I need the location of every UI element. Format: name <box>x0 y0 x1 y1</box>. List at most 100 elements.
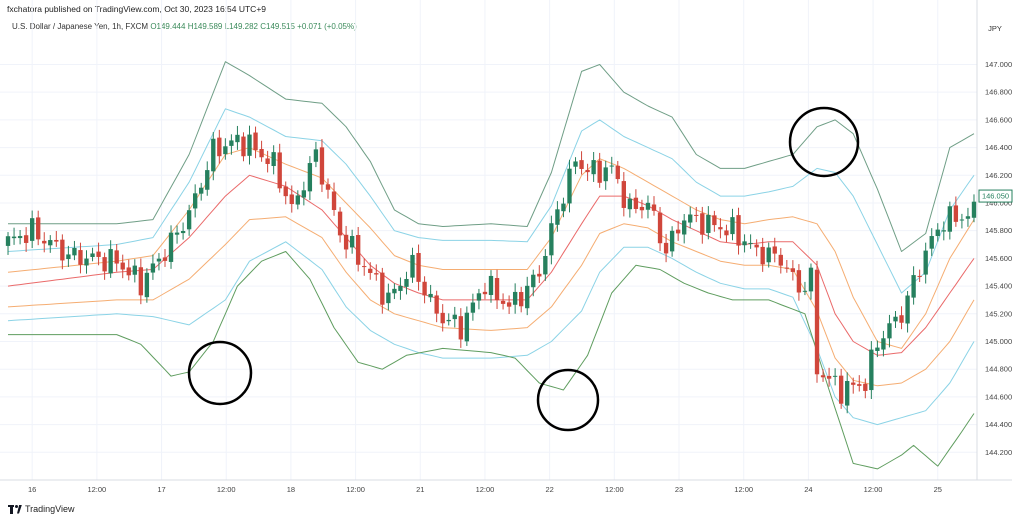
time-tick-label: 12:00 <box>734 485 753 494</box>
time-tick-label: 12:00 <box>346 485 365 494</box>
candle-body <box>603 167 608 182</box>
candle-body <box>657 212 663 244</box>
candle-body <box>766 247 771 263</box>
candle-body <box>947 206 953 232</box>
symbol-name[interactable]: U.S. Dollar / Japanese Yen, 1h, FXCM <box>12 22 149 31</box>
candle-body <box>313 149 319 162</box>
candle-body <box>959 219 965 221</box>
time-tick-label: 12:00 <box>605 485 624 494</box>
candle-body <box>597 160 602 183</box>
candle-body <box>506 302 512 307</box>
candle-body <box>820 375 826 378</box>
candle-body <box>893 316 898 322</box>
time-tick-label: 16 <box>28 485 36 494</box>
time-tick-label: 17 <box>157 485 165 494</box>
candle-body <box>851 382 856 385</box>
candle-body <box>5 236 11 246</box>
price-axis[interactable]: JPY 147.000 146.800 146.600 146.400 146.200 14… <box>976 0 1013 480</box>
price-tick-label: 145.800 <box>985 226 1012 235</box>
candle-body <box>458 316 463 340</box>
candle-body <box>36 217 41 240</box>
candle-body <box>144 272 150 298</box>
candle-body <box>319 147 325 185</box>
candle-body <box>186 210 192 230</box>
price-tick-label: 147.000 <box>985 60 1012 69</box>
time-tick-label: 22 <box>545 485 553 494</box>
candle-body <box>591 160 596 175</box>
ohlc-open: O149.444 <box>150 22 186 31</box>
candle-body <box>259 148 264 158</box>
candle-body <box>567 168 572 204</box>
candle-body <box>941 230 946 232</box>
time-tick-label: 12:00 <box>864 485 883 494</box>
time-tick-label: 21 <box>416 485 424 494</box>
candle-body <box>609 165 614 167</box>
candle-body <box>60 239 65 261</box>
candle-body <box>971 201 977 218</box>
candle-body <box>808 267 814 292</box>
price-tick-label: 146.400 <box>985 143 1012 152</box>
candle-body <box>108 249 113 274</box>
candle-body <box>470 302 476 313</box>
candle-body <box>307 163 313 192</box>
candle-body <box>724 230 729 236</box>
candle-body <box>235 134 240 143</box>
candle-body <box>349 235 355 248</box>
candle-body <box>452 314 457 320</box>
band-upper-3 <box>8 61 975 252</box>
candle-body <box>929 236 934 249</box>
candle-body <box>923 250 928 275</box>
candle-body <box>271 152 276 167</box>
publisher-line: fxchatora published on TradingView.com, … <box>7 4 267 14</box>
candle-body <box>742 241 747 246</box>
candle-body <box>790 268 796 272</box>
candle-body <box>736 215 741 246</box>
candle-body <box>857 384 862 386</box>
candle-body <box>174 232 180 235</box>
candle-body <box>748 242 753 244</box>
candle-body <box>29 218 35 241</box>
candle-body <box>410 254 415 278</box>
ohlc-low: L149.282 <box>224 22 258 31</box>
price-tick-label: 145.600 <box>985 254 1012 263</box>
annotation-circle <box>536 368 600 432</box>
candle-body <box>519 292 524 307</box>
tradingview-logo-icon <box>8 504 22 514</box>
ohlc-close: C149.515 <box>260 22 295 31</box>
candle-body <box>356 235 361 265</box>
price-tick-label: 144.600 <box>985 392 1012 401</box>
price-tick-label: 146.200 <box>985 171 1012 180</box>
candle-body <box>543 255 548 275</box>
candle-body <box>525 285 530 309</box>
time-tick-label: 18 <box>287 485 295 494</box>
candle-body <box>362 266 367 268</box>
candle-body <box>712 215 717 226</box>
candle-body <box>778 254 783 266</box>
candle-body <box>434 295 439 314</box>
tradingview-brand[interactable]: TradingView <box>8 504 75 514</box>
candle-body <box>627 198 633 210</box>
candle-body <box>875 347 880 351</box>
candle-body <box>180 231 186 234</box>
candle-body <box>156 258 162 262</box>
candle-body <box>331 191 337 210</box>
candle-body <box>17 236 23 239</box>
price-tick-label: 145.000 <box>985 337 1012 346</box>
candle-body <box>386 292 391 304</box>
candle-body <box>700 213 705 235</box>
candle-body <box>682 220 687 235</box>
annotation-circle <box>187 340 253 406</box>
candle-body <box>150 263 156 273</box>
time-axis[interactable]: 16 12:00 17 12:00 18 12:00 21 12:00 22 12:00 23 12:… <box>0 479 1012 494</box>
candle-body <box>380 272 385 305</box>
candle-body <box>241 136 246 157</box>
candle-body <box>772 246 777 254</box>
candle-body <box>42 240 47 244</box>
candle-body <box>283 186 288 197</box>
candle-body <box>537 273 542 277</box>
candle-body <box>621 181 626 208</box>
candle-body <box>802 290 808 292</box>
time-tick-label: 12:00 <box>217 485 236 494</box>
candle-body <box>730 217 735 235</box>
